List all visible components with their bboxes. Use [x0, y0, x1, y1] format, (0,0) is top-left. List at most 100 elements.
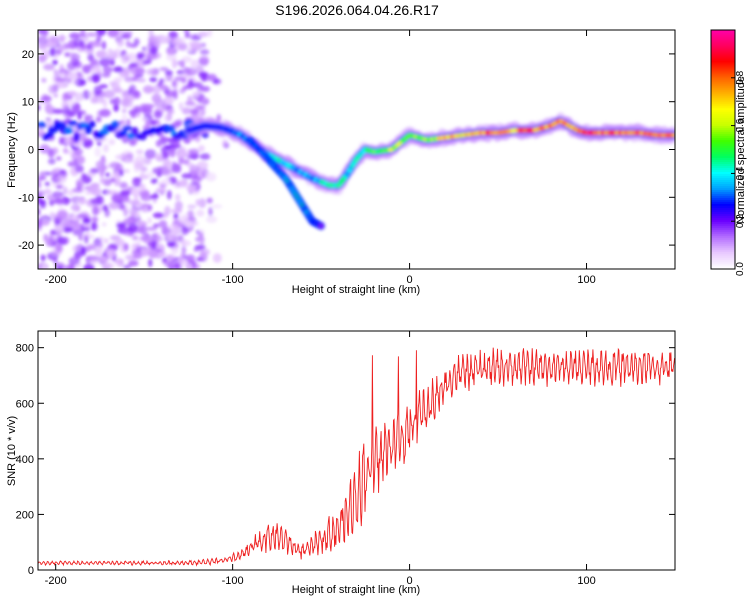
noise-cell	[102, 66, 114, 73]
colorbar-step	[711, 253, 735, 256]
colorbar-step	[711, 139, 735, 143]
noise-cell	[139, 235, 151, 242]
noise-cell	[149, 46, 158, 55]
noise-cell	[196, 209, 205, 217]
noise-cell	[185, 31, 190, 38]
noise-cell	[77, 199, 87, 204]
noise-cell	[196, 64, 204, 74]
colorbar-step	[711, 263, 735, 266]
colorbar-step	[711, 121, 735, 125]
noise-cell	[99, 57, 111, 68]
noise-cell	[134, 155, 146, 164]
colorbar-step	[711, 123, 735, 127]
noise-cell	[101, 72, 111, 78]
noise-cell	[121, 99, 134, 108]
band-cell	[67, 120, 78, 127]
snr-ylabel: SNR (10 * v/v)	[6, 416, 18, 486]
noise-cell	[75, 178, 85, 188]
noise-cell	[116, 199, 124, 205]
noise-cell	[99, 108, 111, 118]
colorbar-step	[711, 211, 735, 214]
noise-cell	[151, 93, 162, 103]
noise-cell	[128, 199, 140, 205]
noise-cell	[152, 167, 162, 175]
colorbar-step	[711, 47, 735, 51]
noise-cell	[191, 90, 200, 98]
noise-cell	[64, 52, 70, 57]
noise-cell	[162, 150, 169, 160]
colorbar-step	[711, 265, 735, 268]
noise-cell	[146, 171, 155, 179]
noise-cell	[97, 165, 108, 171]
noise-cell	[180, 252, 186, 259]
noise-cell	[74, 148, 84, 156]
noise-cell	[125, 195, 130, 200]
noise-cell	[47, 35, 58, 46]
noise-cell	[90, 221, 98, 231]
band-cell	[119, 129, 128, 137]
colorbar-step	[711, 137, 735, 141]
noise-cell	[197, 144, 205, 152]
noise-cell	[178, 215, 190, 224]
noise-cell	[140, 190, 151, 198]
colorbar-step	[711, 105, 735, 109]
noise-cell	[106, 262, 115, 269]
noise-cell	[181, 238, 187, 247]
noise-cell	[121, 67, 130, 76]
noise-cell	[181, 173, 193, 179]
figure-title: S196.2026.064.04.26.R17	[275, 2, 439, 18]
noise-cell	[129, 207, 137, 217]
colorbar-step	[711, 201, 735, 204]
noise-cell	[91, 73, 101, 84]
noise-cell	[75, 164, 84, 173]
snr-xtick-label: 0	[407, 575, 413, 587]
colorbar-step	[711, 163, 735, 167]
colorbar-step	[711, 239, 735, 242]
noise-cell	[53, 93, 59, 98]
colorbar-step	[711, 215, 735, 218]
noise-cell	[116, 38, 125, 48]
noise-cell	[132, 177, 141, 188]
noise-cell	[159, 78, 164, 83]
noise-cell	[41, 77, 47, 83]
noise-cell	[87, 53, 95, 62]
noise-cell	[186, 184, 197, 192]
noise-cell	[163, 35, 172, 44]
noise-cell	[159, 183, 167, 188]
noise-cell	[186, 153, 192, 160]
noise-cell	[205, 215, 218, 224]
noise-cell	[55, 184, 63, 189]
colorbar-step	[711, 173, 735, 176]
colorbar-step	[711, 117, 735, 121]
noise-cell	[113, 66, 124, 73]
noise-cell	[45, 238, 52, 247]
noise-cell	[78, 136, 90, 142]
noise-cell	[200, 108, 206, 116]
noise-cell	[131, 187, 140, 197]
noise-cell	[150, 178, 158, 184]
noise-cell	[147, 217, 152, 224]
noise-cell	[136, 78, 147, 83]
noise-cell	[184, 101, 196, 106]
noise-cell	[102, 222, 107, 227]
noise-cell	[121, 150, 134, 160]
noise-cell	[42, 30, 49, 37]
colorbar-step	[711, 65, 735, 69]
noise-cell	[102, 143, 109, 153]
band-cell	[131, 126, 139, 136]
band-cell	[38, 121, 47, 129]
ridge-cell	[671, 132, 675, 138]
noise-cell	[196, 161, 209, 170]
colorbar-step	[711, 237, 735, 240]
band-cell	[122, 125, 133, 132]
noise-cell	[119, 181, 128, 189]
noise-cell	[176, 150, 189, 158]
colorbar-step	[711, 149, 735, 153]
colorbar-step	[711, 51, 735, 55]
colorbar-step	[711, 199, 735, 202]
noise-cell	[191, 260, 197, 269]
band-cell	[44, 132, 55, 139]
noise-cell	[147, 204, 153, 211]
noise-cell	[52, 76, 57, 84]
noise-cell	[38, 177, 41, 185]
